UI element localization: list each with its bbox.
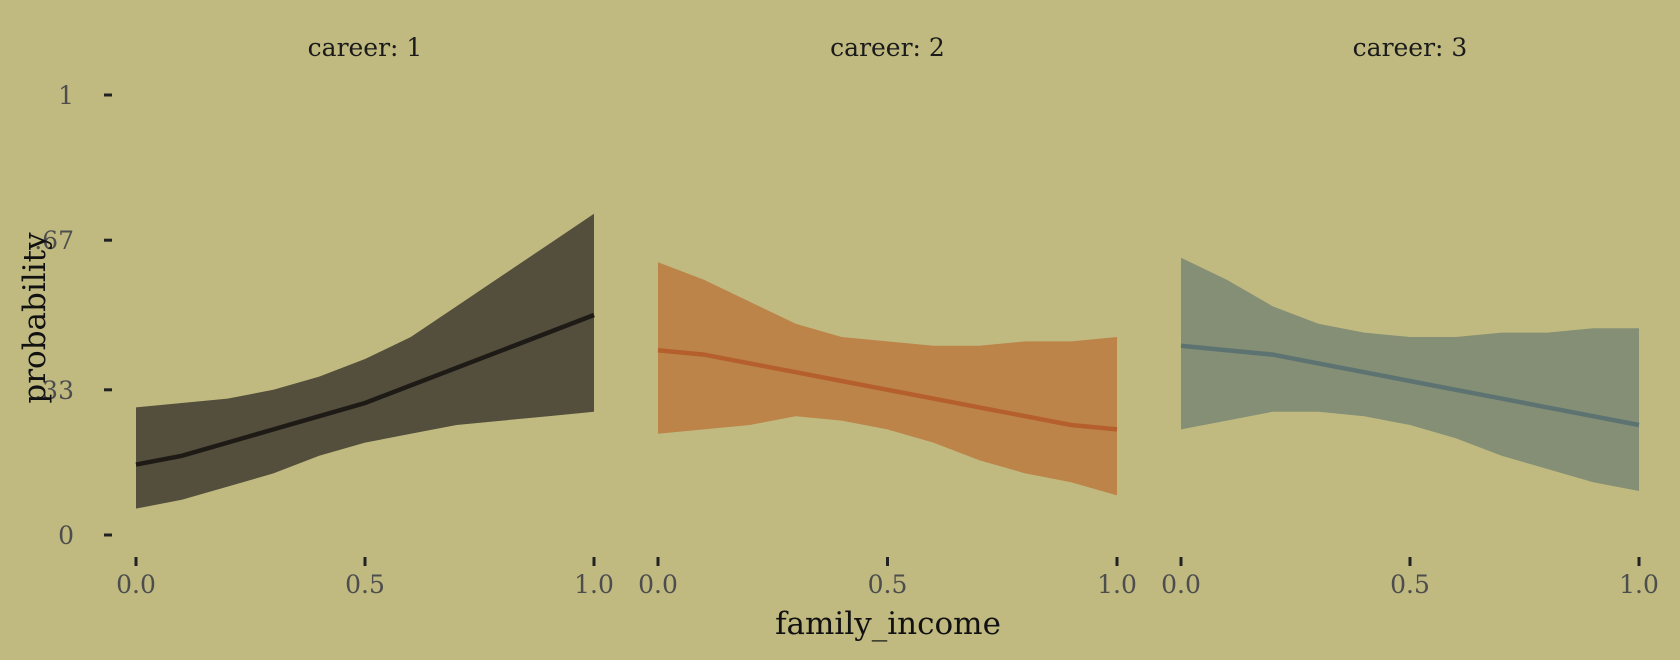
y-tick-label: 0 (58, 521, 74, 550)
y-tick-label: .67 (34, 226, 74, 255)
y-tick-label: 1 (58, 81, 74, 110)
x-axis-title: family_income (775, 606, 1001, 642)
confidence-band (1181, 257, 1639, 491)
estimate-line (657, 347, 1118, 432)
x-tick-label: 1.0 (574, 570, 614, 599)
x-tick-label: 0.0 (116, 570, 156, 599)
panel-title: career: 2 (830, 33, 945, 62)
estimate-line (135, 312, 595, 467)
panel-1: career: 1 0.0 0.5 1.0 (116, 33, 614, 599)
y-axis-title: probability (17, 232, 53, 404)
estimate-line (1180, 343, 1640, 428)
x-tick-label: 1.0 (1097, 570, 1137, 599)
x-tick-label: 0.5 (868, 570, 908, 599)
panel-3: career: 3 0.0 0.5 1.0 (1161, 33, 1659, 599)
panel-title: career: 1 (308, 33, 423, 62)
panel-2: career: 2 0.0 0.5 1.0 (638, 33, 1137, 599)
x-tick-label: 0.5 (345, 570, 385, 599)
x-tick-label: 0.0 (638, 570, 678, 599)
confidence-band (658, 262, 1117, 496)
panel-title: career: 3 (1353, 33, 1468, 62)
y-axis: 0 .33 .67 1 (34, 81, 112, 550)
y-tick-label: .33 (34, 376, 74, 405)
x-tick-label: 0.0 (1161, 570, 1201, 599)
x-tick-label: 0.5 (1390, 570, 1430, 599)
x-tick-label: 1.0 (1619, 570, 1659, 599)
